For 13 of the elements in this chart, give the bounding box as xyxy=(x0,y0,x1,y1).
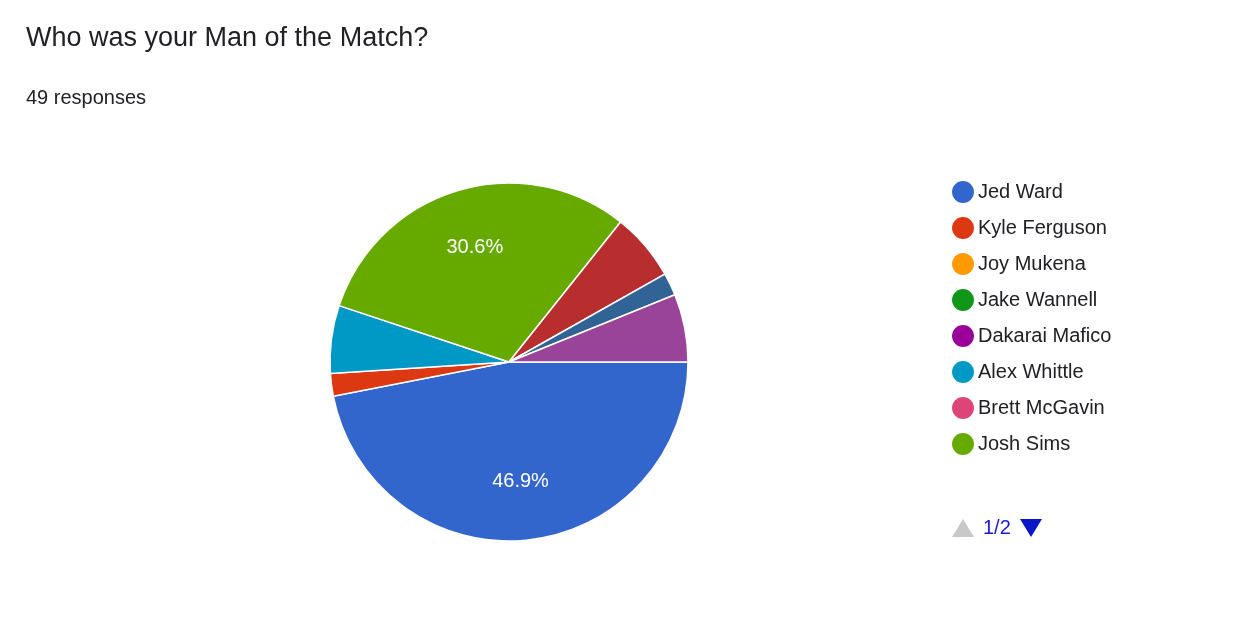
text: 1/2 xyxy=(983,516,1011,539)
legend-label: Brett McGavin xyxy=(978,396,1105,418)
chart-title: Who was your Man of the Match? xyxy=(26,22,429,53)
text: 49 responses xyxy=(26,86,147,109)
legend-label: Josh Sims xyxy=(978,432,1071,454)
legend-label: Joy Mukena xyxy=(978,252,1087,274)
data-label: 46.9% xyxy=(492,469,550,492)
legend-label: Dakarai Mafico xyxy=(978,324,1112,346)
legend-label: Alex Whittle xyxy=(978,360,1084,382)
legend-label: Kyle Ferguson xyxy=(978,216,1107,238)
legend-label: Jed Ward xyxy=(978,180,1063,202)
legend-label: Jake Wannell xyxy=(978,288,1098,310)
data-label: 30.6% xyxy=(446,234,504,257)
